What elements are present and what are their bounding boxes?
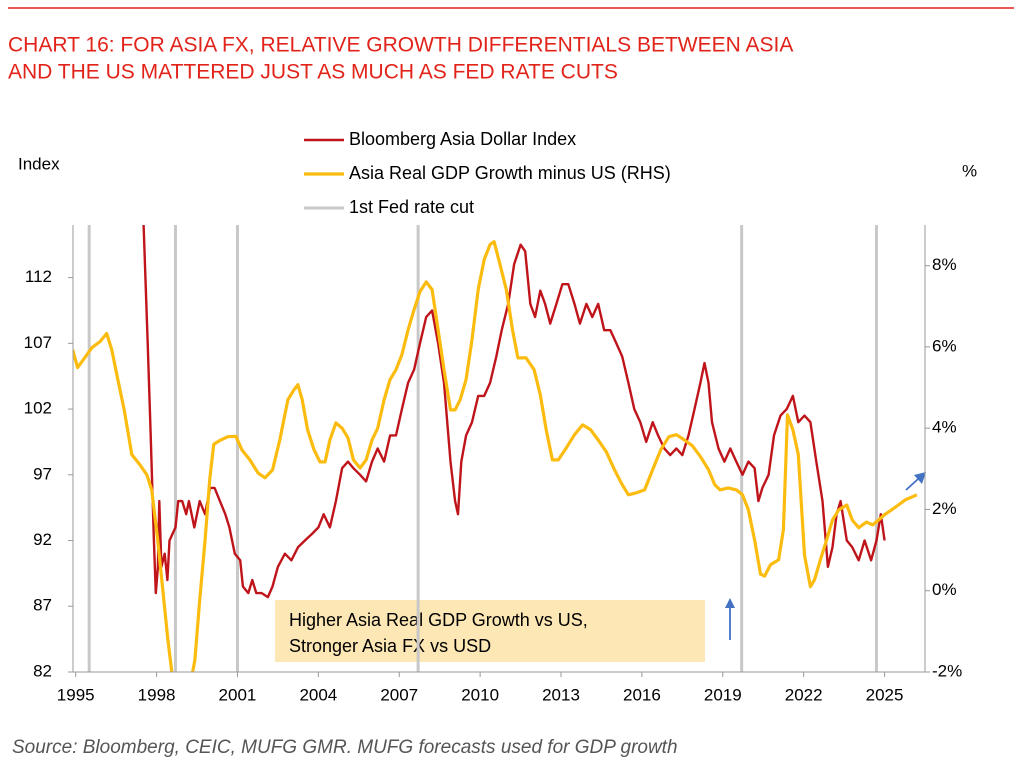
- legend-label: Bloomberg Asia Dollar Index: [349, 129, 576, 149]
- y2-tick-label: 6%: [932, 336, 957, 355]
- y-tick-label: 112: [25, 267, 52, 286]
- series-line: [73, 240, 918, 672]
- y2-tick-label: 8%: [932, 255, 957, 274]
- y2-tick-label: 4%: [932, 418, 957, 437]
- chart-title: CHART 16: FOR ASIA FX, RELATIVE GROWTH D…: [8, 34, 793, 57]
- source-note: Source: Bloomberg, CEIC, MUFG GMR. MUFG …: [12, 737, 678, 758]
- x-tick-label: 2025: [866, 685, 904, 704]
- x-tick-label: 2001: [219, 685, 257, 704]
- chart-title: AND THE US MATTERED JUST AS MUCH AS FED …: [8, 61, 618, 84]
- y2-tick-label: 0%: [932, 580, 957, 599]
- y-tick-label: 107: [24, 333, 52, 352]
- y-axis-label: Index: [18, 154, 60, 173]
- annotation-box: [275, 600, 705, 662]
- x-tick-label: 2019: [704, 685, 742, 704]
- x-tick-label: 1995: [57, 685, 95, 704]
- y-tick-label: 82: [33, 661, 52, 680]
- legend-label: Asia Real GDP Growth minus US (RHS): [349, 163, 671, 183]
- y2-axis-label: %: [962, 161, 977, 180]
- x-tick-label: 2022: [785, 685, 823, 704]
- x-tick-label: 2016: [623, 685, 661, 704]
- x-tick-label: 2010: [461, 685, 499, 704]
- y2-tick-label: -2%: [932, 661, 962, 680]
- legend-label: 1st Fed rate cut: [349, 197, 474, 217]
- arrow: [725, 472, 926, 640]
- annotation: Higher Asia Real GDP Growth vs US,: [289, 610, 588, 630]
- y-tick-label: 97: [33, 464, 52, 483]
- x-tick-label: 2007: [380, 685, 418, 704]
- x-tick-label: 1998: [138, 685, 176, 704]
- x-tick-label: 2013: [542, 685, 580, 704]
- annotation: Stronger Asia FX vs USD: [289, 636, 491, 656]
- x-tick-label: 2004: [299, 685, 337, 704]
- plot-area: [73, 225, 918, 672]
- y-tick-label: 92: [33, 530, 52, 549]
- series-line: [142, 225, 886, 599]
- y-tick-label: 102: [24, 399, 52, 418]
- y-tick-label: 87: [33, 596, 52, 615]
- y2-tick-label: 2%: [932, 499, 957, 518]
